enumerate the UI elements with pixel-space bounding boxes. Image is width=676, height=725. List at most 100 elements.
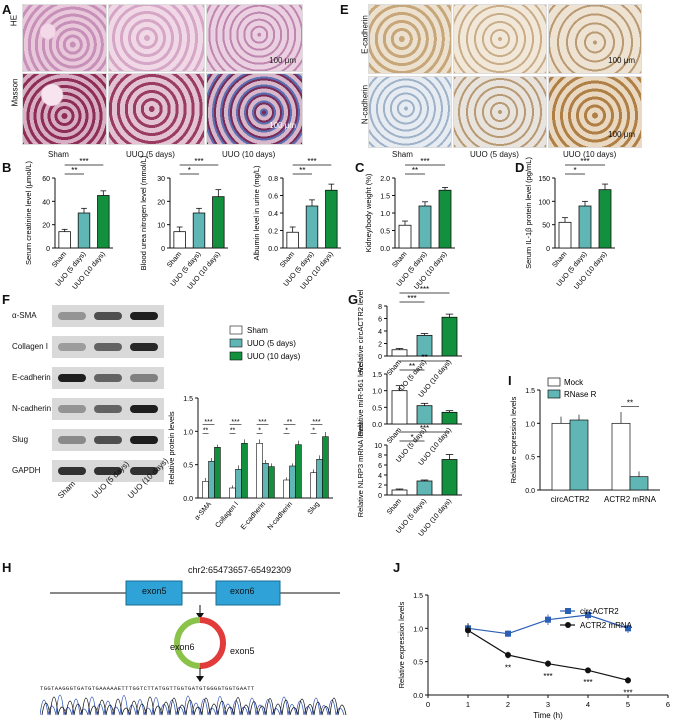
ncad-uuo5-image	[453, 76, 547, 148]
y-tick-label: 0.0	[380, 246, 390, 253]
x-tick-label: 1	[466, 700, 470, 709]
y-tick-label: 0	[378, 493, 382, 500]
sig-label: **	[299, 166, 305, 175]
bar	[173, 231, 186, 249]
y-tick-label: 4	[378, 473, 382, 480]
sig-label: *	[258, 428, 261, 435]
legend-label: UUO (5 days)	[247, 339, 296, 348]
blot-label-4: Slug	[12, 435, 29, 444]
sig-label: ***	[407, 294, 416, 303]
exon5-arc	[199, 617, 226, 669]
bar	[569, 419, 589, 491]
panel-letter-h: H	[2, 560, 12, 575]
bar	[416, 480, 433, 496]
panel-letter-e: E	[340, 2, 349, 17]
x-tick-label: Collagen I	[214, 501, 240, 530]
bar	[310, 472, 317, 499]
blot-band	[130, 343, 158, 351]
y-tick-label: 150	[538, 176, 550, 183]
bar	[316, 459, 323, 499]
sig-label: ***	[204, 419, 212, 426]
sig-label: **	[409, 362, 415, 371]
bar	[558, 221, 572, 249]
bar	[235, 469, 242, 499]
y-tick-label: 20	[42, 223, 50, 230]
y-tick-label: 0.8	[268, 176, 278, 183]
y-tick-label: 50	[542, 223, 550, 230]
sig-label: *	[188, 166, 191, 175]
y-tick-label: 0.0	[372, 422, 382, 429]
blot-band	[94, 374, 122, 382]
sig-label: *	[285, 428, 288, 435]
x-tick-label: 6	[666, 700, 670, 709]
sig-label: **	[230, 428, 236, 435]
bar	[97, 195, 110, 249]
bar	[391, 390, 408, 425]
blot-band	[94, 343, 122, 351]
x-tick-label: 5	[626, 700, 630, 709]
y-tick-label: 0.6	[268, 194, 278, 201]
x-tick-label: 3	[546, 700, 550, 709]
y-axis-label: Relative expression levels	[509, 396, 518, 483]
sig-label: ***	[580, 157, 589, 166]
blot-band	[130, 374, 158, 382]
col-label-uuo10-e: UUO (10 days)	[563, 150, 617, 159]
blot-band	[94, 436, 122, 444]
y-axis-label: Relative protein levels	[167, 411, 176, 485]
bar	[58, 231, 71, 249]
panel-letter-b: B	[2, 160, 12, 175]
y-axis-label: Serum creatinine level (μmol/L)	[24, 161, 33, 265]
circrna-schematic	[40, 580, 347, 716]
point	[585, 612, 591, 618]
bar	[212, 196, 225, 249]
blot-label-0: α-SMA	[12, 311, 37, 320]
ncad-sham-image	[368, 76, 452, 148]
exon5-box	[125, 580, 183, 606]
bar	[305, 205, 319, 249]
exon6-label: exon6	[230, 586, 255, 596]
blot-band	[58, 436, 86, 444]
y-axis-label: Relative miR-561 level	[356, 361, 365, 436]
sig-label: ***	[307, 157, 316, 166]
bar	[441, 316, 458, 357]
blot-strip-4	[52, 429, 164, 451]
panel-letter-d: D	[515, 160, 525, 175]
bar	[77, 212, 91, 249]
y-axis-label: Kidney/body weight (%)	[364, 173, 373, 252]
x-tick-label: E-cadherin	[240, 501, 267, 532]
bar	[214, 447, 221, 499]
y-tick-label: 20	[157, 199, 165, 206]
y-tick-label: 10	[157, 223, 165, 230]
y-tick-label: 10	[374, 443, 382, 450]
panel-letter-f: F	[2, 292, 10, 307]
scalebar-label-e1: 100 μm	[608, 56, 635, 65]
bar	[438, 189, 452, 249]
panel-letter-j: J	[393, 560, 401, 575]
x-tick-label: Sham	[386, 359, 403, 378]
y-tick-label: 1.5	[413, 593, 423, 600]
blot-strip-0	[52, 305, 164, 327]
legend-label: RNase R	[564, 390, 597, 399]
he-sham-image	[22, 4, 107, 72]
x-tick-label: Sham	[166, 251, 183, 270]
masson-uuo5-image	[108, 73, 205, 145]
bar	[629, 476, 649, 491]
y-tick-label: 2	[378, 483, 382, 490]
blot-band	[94, 467, 122, 475]
sig-label: ***	[258, 419, 266, 426]
x-tick-label: 0	[426, 700, 430, 709]
bar	[551, 422, 571, 491]
point	[545, 616, 551, 623]
sig-label: **	[203, 428, 209, 435]
sig-label: ***	[420, 285, 429, 294]
y-tick-label: 0.0	[413, 693, 423, 700]
y-tick-label: 1.5	[183, 396, 193, 403]
sig-label: **	[287, 419, 293, 426]
col-label-uuo5-e: UUO (5 days)	[470, 150, 519, 159]
col-label-sham-a: Sham	[48, 150, 69, 159]
sig-label: ***	[420, 424, 429, 433]
y-tick-label: 40	[42, 199, 50, 206]
masson-uuo10-image: 100 μm	[206, 73, 303, 145]
legend-label: ACTR2 mRNA	[580, 621, 633, 630]
bar	[192, 212, 206, 249]
